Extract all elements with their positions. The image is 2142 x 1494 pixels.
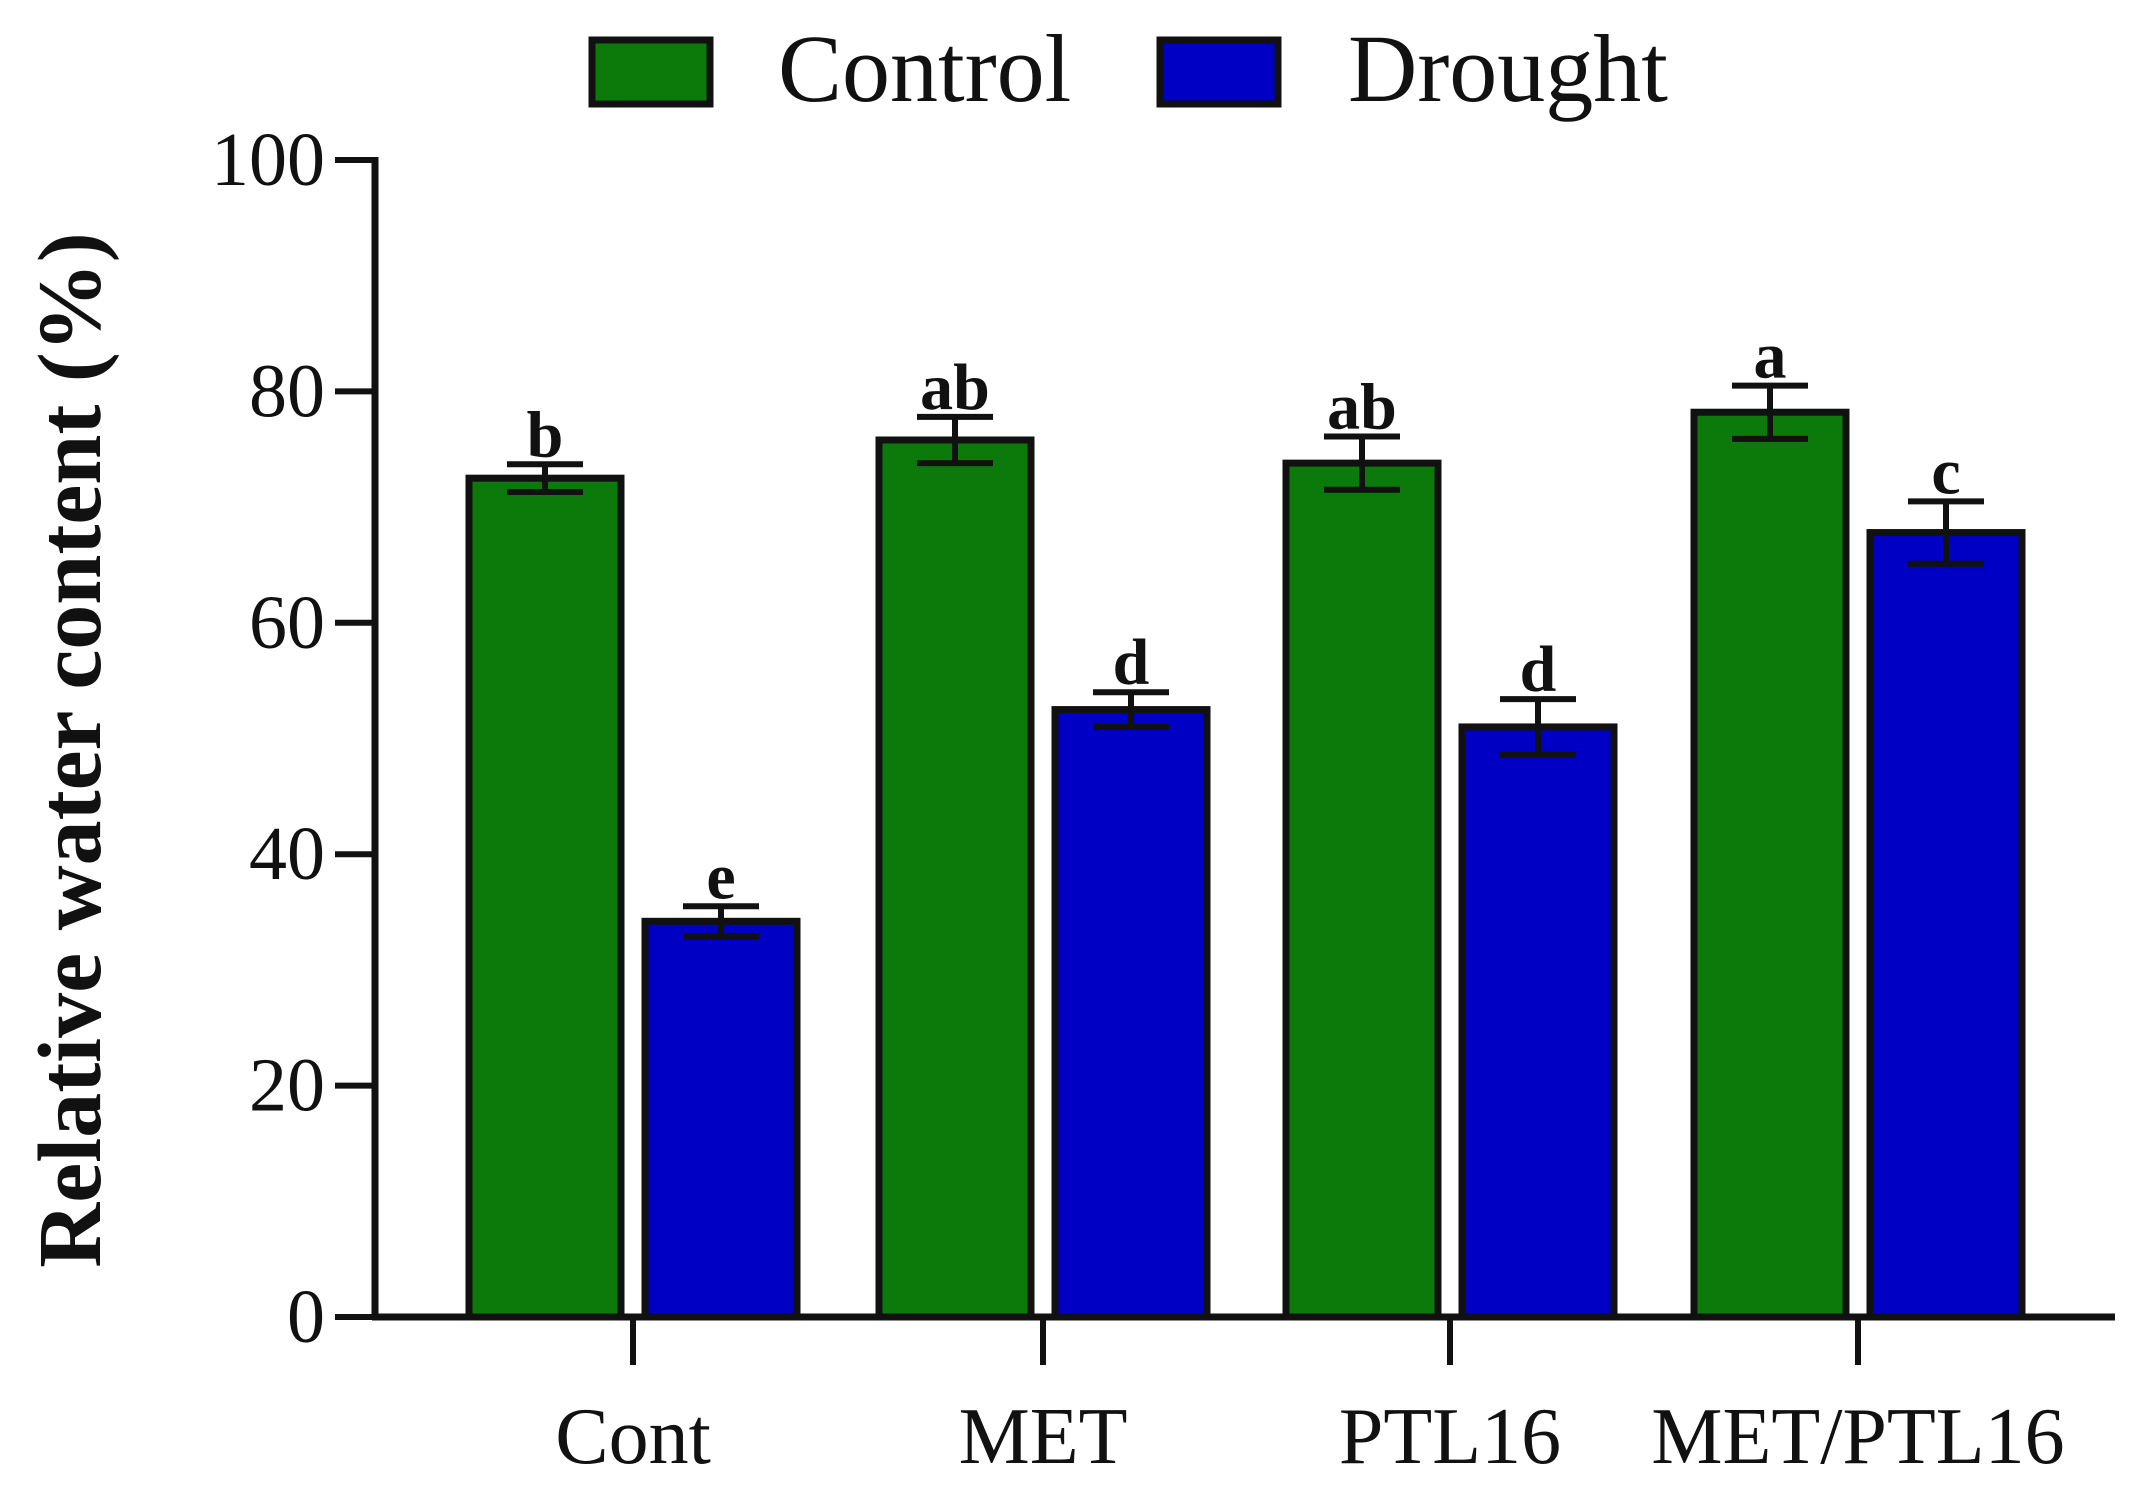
bar-drought-met bbox=[1051, 706, 1211, 1321]
x-tick-label: MET bbox=[959, 1393, 1128, 1481]
y-tick-label: 60 bbox=[249, 581, 325, 665]
x-tick-label: Cont bbox=[555, 1393, 711, 1481]
x-tick-label: PTL16 bbox=[1339, 1393, 1561, 1481]
bar-control-met-ptl16 bbox=[1690, 408, 1850, 1321]
significance-letter: d bbox=[1520, 633, 1557, 706]
y-tick-label: 20 bbox=[249, 1044, 325, 1128]
bar-control-ptl16 bbox=[1282, 459, 1442, 1321]
legend-label-control: Control bbox=[778, 15, 1071, 122]
axes-group: 0 20 40 60 80 100 Cont MET PTL16 MET/PTL16 bbox=[211, 118, 2115, 1481]
bar-drought-cont bbox=[641, 917, 801, 1321]
bar-drought-met-ptl16 bbox=[1866, 529, 2026, 1321]
significance-letter: b bbox=[527, 398, 564, 471]
legend-swatch-control bbox=[588, 36, 714, 108]
legend-label-drought: Drought bbox=[1348, 15, 1668, 122]
y-axis-title: Relative water content (%) bbox=[21, 232, 120, 1267]
y-tick-label: 0 bbox=[287, 1275, 325, 1359]
y-tick-label: 80 bbox=[249, 349, 325, 433]
y-tick-label: 40 bbox=[249, 812, 325, 896]
significance-letter: a bbox=[1754, 320, 1787, 393]
legend-swatch-drought bbox=[1156, 36, 1282, 108]
legend: Control Drought bbox=[588, 15, 1668, 122]
bar-control-met bbox=[875, 436, 1035, 1321]
x-tick-label: MET/PTL16 bbox=[1651, 1393, 2064, 1481]
significance-letter: d bbox=[1113, 626, 1150, 699]
bar-drought-ptl16 bbox=[1458, 723, 1618, 1321]
significance-letters-group: b ab ab a e d d c bbox=[527, 320, 1961, 914]
significance-letter: ab bbox=[920, 351, 990, 424]
y-axis-title-group: Relative water content (%) bbox=[21, 232, 120, 1267]
significance-letter: ab bbox=[1327, 371, 1397, 444]
significance-letter: e bbox=[706, 840, 735, 913]
bar-control-cont bbox=[465, 474, 625, 1321]
significance-letter: c bbox=[1931, 435, 1960, 508]
error-bars-group bbox=[507, 382, 1984, 940]
bars-group bbox=[465, 408, 2026, 1321]
y-tick-label: 100 bbox=[211, 118, 325, 202]
